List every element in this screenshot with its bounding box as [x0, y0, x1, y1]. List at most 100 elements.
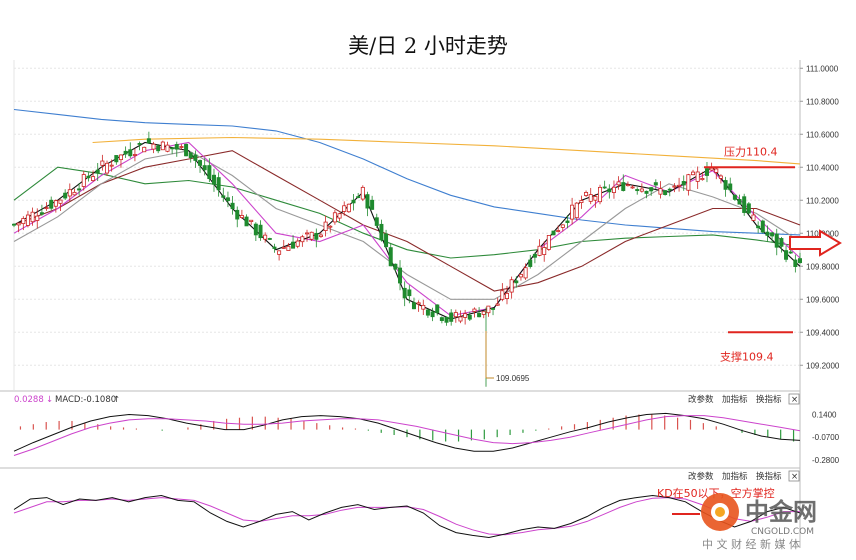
candle-body: [146, 138, 151, 144]
macd-axis: 0.1400 -0.0700 -0.2800: [812, 410, 840, 464]
price-tick-label: 111.0000: [806, 64, 839, 73]
candle-body: [616, 181, 621, 186]
candle-body: [49, 199, 54, 209]
candle-body: [132, 154, 137, 156]
candle-body: [188, 152, 193, 159]
price-tick-label: 110.2000: [806, 196, 839, 205]
candle-body: [63, 192, 68, 199]
candle-body: [570, 204, 575, 220]
price-tick-label: 109.2000: [806, 361, 840, 370]
candle-body: [379, 223, 384, 241]
add-indicator-button[interactable]: 加指标: [722, 471, 748, 482]
candle-body: [346, 203, 351, 213]
ma-line-4: [13, 150, 801, 292]
macd-lines: [13, 412, 801, 456]
candle-body: [621, 182, 626, 191]
candle-body: [625, 184, 630, 187]
candle-body: [560, 224, 565, 228]
close-button[interactable]: [788, 470, 800, 482]
ma-line-5: [13, 150, 801, 300]
macd-panel: 0.0288 ↓ MACD:-0.1080 ↑ 0.1400 -0.0700 -0.…: [13, 395, 840, 465]
candle-body: [374, 217, 379, 226]
price-tick-label: 109.8000: [806, 262, 840, 271]
candle-body: [128, 149, 133, 157]
candle-body: [653, 182, 658, 186]
candle-body: [77, 188, 82, 191]
macd-down-arrow-icon: ↓: [46, 395, 53, 405]
candle-body: [700, 178, 705, 181]
ma-line-7: [13, 141, 801, 320]
candle-body: [728, 183, 733, 191]
candle-body: [267, 238, 272, 240]
candle-body: [332, 212, 337, 223]
candle-body: [337, 213, 342, 219]
candle-body: [551, 230, 556, 236]
watermark-logo-text: 中金网: [745, 498, 817, 526]
candle-body: [788, 251, 793, 254]
add-indicator-button[interactable]: 加指标: [722, 394, 748, 405]
candle-body: [253, 223, 258, 236]
candle-body: [109, 164, 114, 167]
moving-averages: [13, 108, 801, 320]
price-axis: 111.0000 110.8000 110.6000 110.4000 110.2000…: [800, 64, 840, 370]
candle-body: [174, 144, 179, 150]
macd-tick-label: -0.2800: [812, 456, 840, 465]
candle-body: [309, 231, 314, 240]
candle-body: [53, 200, 58, 207]
close-icon[interactable]: ×: [791, 472, 798, 482]
candle-body: [602, 186, 607, 189]
ma-line-1: [13, 108, 801, 236]
close-button[interactable]: [788, 393, 800, 405]
candle-body: [658, 188, 663, 195]
macd-tick-label: 0.1400: [812, 410, 837, 419]
candle-body: [584, 192, 589, 196]
macd-up-arrow-icon: ↑: [113, 395, 120, 405]
watermark-domain: CNGOLD.COM: [751, 527, 814, 537]
candle-body: [388, 247, 393, 267]
candle-body: [546, 235, 551, 250]
candle-body: [504, 292, 509, 300]
candle-body: [277, 250, 282, 255]
candle-body: [542, 247, 547, 255]
change-indicator-button[interactable]: 换指标: [756, 394, 782, 405]
price-tick-label: 109.6000: [806, 295, 840, 304]
candle-body: [142, 146, 147, 153]
candle-body: [402, 287, 407, 299]
candle-body: [691, 171, 696, 176]
candle-body: [751, 214, 756, 221]
candle-body: [305, 232, 310, 235]
macd-dea-line: [13, 415, 801, 456]
candle-body: [58, 199, 63, 204]
kd-d-line: [13, 497, 800, 536]
candle-body: [579, 200, 584, 203]
candle-body: [639, 188, 644, 192]
kd-lines: [13, 494, 801, 539]
candle-body: [151, 143, 156, 150]
candle-body: [598, 186, 603, 203]
candle-body: [249, 219, 254, 222]
candle-body: [798, 258, 803, 264]
candle-body: [672, 185, 677, 188]
candle-body: [360, 186, 365, 200]
macd-controls: 改参数 加指标 换指标 ×: [688, 393, 800, 405]
candle-body: [356, 196, 361, 199]
candle-body: [518, 273, 523, 278]
candle-body: [323, 221, 328, 231]
candle-body: [477, 313, 482, 318]
candle-body: [370, 199, 375, 210]
candle-body: [630, 186, 635, 189]
settings-button[interactable]: 改参数: [688, 471, 714, 482]
candle-body: [607, 188, 612, 193]
candle-body: [235, 209, 240, 220]
candle-body: [714, 168, 719, 173]
candle-body: [384, 233, 389, 248]
resistance-label: 压力110.4: [724, 145, 778, 158]
settings-button[interactable]: 改参数: [688, 394, 714, 405]
close-icon[interactable]: ×: [791, 395, 798, 405]
ma-line-3: [13, 166, 801, 259]
candle-body: [528, 259, 533, 267]
candle-body: [467, 314, 472, 320]
change-indicator-button[interactable]: 换指标: [756, 471, 782, 482]
candle-body: [198, 160, 203, 166]
candle-body: [170, 147, 175, 150]
